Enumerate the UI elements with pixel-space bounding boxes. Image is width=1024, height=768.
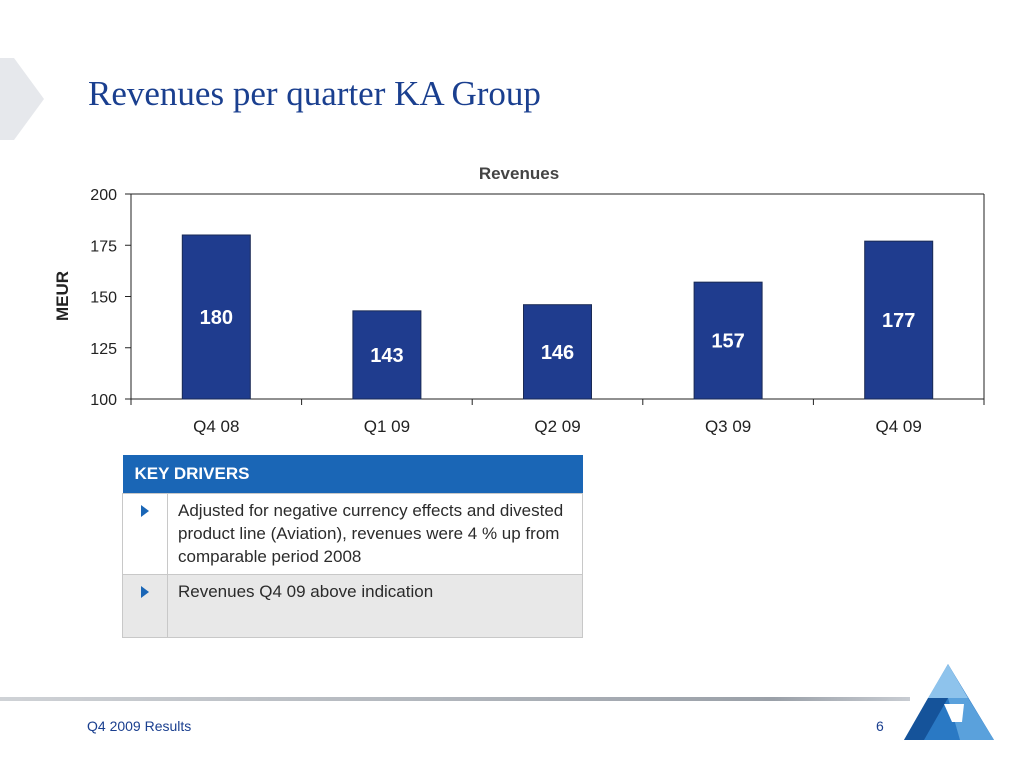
- triangle-right-icon: [141, 505, 149, 517]
- chart-bars: [181, 234, 934, 400]
- bar: [352, 310, 422, 400]
- chart-labels: Q4 08 180 Q1 09 143 Q2 09 146 Q3 09 157 Q4 09 177: [193, 307, 922, 436]
- chart-axes: 100 125 150 175 200: [90, 187, 985, 409]
- y-tick-label: 125: [90, 341, 117, 358]
- bar: [523, 304, 592, 400]
- x-tick-label: Q4 08: [193, 417, 239, 436]
- bar: [693, 281, 763, 400]
- x-tick-label: Q3 09: [705, 417, 751, 436]
- y-axis-label: MEUR: [53, 271, 72, 321]
- x-tick-label: Q4 09: [876, 417, 922, 436]
- key-driver-row: Revenues Q4 09 above indication: [122, 574, 583, 638]
- page-number: 6: [876, 718, 884, 734]
- x-tick-label: Q1 09: [364, 417, 410, 436]
- decorative-chevron-icon: [0, 58, 44, 140]
- bar: [181, 234, 251, 400]
- key-driver-text: Adjusted for negative currency effects a…: [167, 493, 583, 575]
- footer-divider: [0, 697, 910, 701]
- slide-title: Revenues per quarter KA Group: [88, 74, 541, 113]
- company-logo-icon: [904, 664, 994, 740]
- bar-value-label: 143: [370, 345, 403, 367]
- bar-value-label: 177: [882, 310, 915, 332]
- y-tick-label: 100: [90, 392, 117, 409]
- key-driver-text: Revenues Q4 09 above indication: [167, 574, 583, 638]
- bar-value-label: 180: [200, 307, 233, 329]
- chart-title: Revenues: [479, 164, 559, 183]
- key-drivers-table: KEY DRIVERS Adjusted for negative curren…: [122, 455, 583, 638]
- bar-value-label: 146: [541, 342, 574, 364]
- triangle-right-icon: [141, 586, 149, 598]
- footer-label: Q4 2009 Results: [87, 718, 192, 734]
- y-tick-label: 175: [90, 238, 117, 255]
- bar: [864, 240, 934, 400]
- key-driver-row: Adjusted for negative currency effects a…: [122, 493, 583, 575]
- key-drivers-header: KEY DRIVERS: [122, 455, 583, 494]
- y-tick-label: 150: [90, 290, 117, 307]
- revenue-bar-chart: Revenues MEUR 100 125 150 175 200 Q4 08 180 Q1…: [53, 164, 985, 436]
- x-tick-label: Q2 09: [534, 417, 580, 436]
- y-tick-label: 200: [90, 187, 117, 204]
- bar-value-label: 157: [711, 331, 744, 353]
